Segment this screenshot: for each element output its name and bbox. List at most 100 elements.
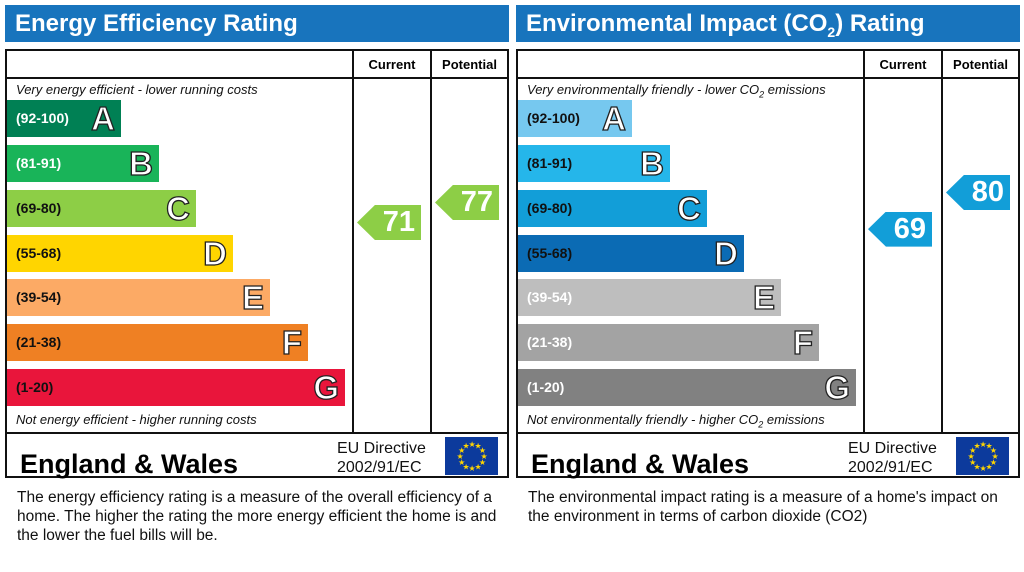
description-text: The energy efficiency rating is a measur… bbox=[17, 489, 497, 544]
band-c: (69-80) C bbox=[7, 189, 196, 228]
column-divider bbox=[352, 51, 354, 434]
svg-text:★: ★ bbox=[980, 440, 987, 449]
svg-text:★: ★ bbox=[986, 442, 993, 451]
band-letter: A bbox=[602, 99, 627, 137]
svg-text:★: ★ bbox=[475, 462, 482, 471]
title-subscript: 2 bbox=[827, 23, 836, 40]
rating-table: Current Potential Very energy efficient - … bbox=[5, 49, 509, 479]
band-range: (39-54) bbox=[16, 289, 62, 305]
bottom-note-subscript: 2 bbox=[758, 419, 764, 430]
band-e: (39-54) E bbox=[518, 278, 781, 317]
band-letter: F bbox=[281, 323, 302, 361]
column-header-current: Current bbox=[368, 57, 416, 72]
directive-line-1: EU Directive bbox=[337, 440, 426, 457]
potential-rating-arrow: 77 bbox=[435, 185, 499, 220]
row-divider bbox=[7, 432, 507, 434]
current-rating-arrow: 71 bbox=[357, 205, 421, 240]
band-letter: F bbox=[792, 323, 813, 361]
top-note: Very environmentally friendly - lower CO… bbox=[527, 82, 826, 100]
band-letter: D bbox=[203, 234, 228, 272]
band-c: (69-80) C bbox=[518, 189, 707, 228]
directive-line-1: EU Directive bbox=[848, 440, 937, 457]
band-e: (39-54) E bbox=[7, 278, 270, 317]
band-letter: D bbox=[714, 234, 739, 272]
title-tail: ) Rating bbox=[835, 10, 925, 37]
chart-title: Environmental Impact (CO2) Rating bbox=[516, 5, 1020, 42]
band-d: (55-68) D bbox=[7, 234, 233, 273]
band-f: (21-38) F bbox=[7, 323, 308, 362]
svg-text:★: ★ bbox=[469, 440, 476, 449]
environmental-impact-panel: Environmental Impact (CO2) Rating Current… bbox=[516, 0, 1021, 572]
svg-text:★: ★ bbox=[986, 462, 993, 471]
column-divider bbox=[430, 51, 432, 434]
chart-title: Energy Efficiency Rating bbox=[5, 5, 509, 42]
svg-text:★: ★ bbox=[980, 464, 987, 473]
band-range: (81-91) bbox=[16, 155, 62, 171]
top-note: Very energy efficient - lower running co… bbox=[16, 82, 258, 97]
top-note-tail: emissions bbox=[764, 82, 826, 97]
band-range: (1-20) bbox=[16, 379, 54, 395]
column-divider bbox=[863, 51, 865, 434]
top-note-text: Very environmentally friendly - lower CO bbox=[527, 82, 760, 97]
bottom-note-text: Not environmentally friendly - higher CO bbox=[527, 412, 759, 427]
row-divider bbox=[7, 77, 507, 79]
svg-text:★: ★ bbox=[463, 442, 470, 451]
svg-text:★: ★ bbox=[469, 464, 476, 473]
band-a: (92-100) A bbox=[518, 99, 632, 138]
band-d: (55-68) D bbox=[518, 234, 744, 273]
band-range: (92-100) bbox=[16, 110, 69, 126]
title-text: Environmental Impact (CO bbox=[526, 10, 828, 37]
svg-text:★: ★ bbox=[463, 462, 470, 471]
eu-flag-icon: ★ ★ ★ ★ ★ ★ ★ ★ ★ ★ ★ ★ bbox=[956, 437, 1009, 475]
svg-text:★: ★ bbox=[479, 446, 486, 455]
eu-directive: EU Directive 2002/91/EC bbox=[848, 439, 937, 477]
svg-text:★: ★ bbox=[458, 446, 465, 455]
svg-text:★: ★ bbox=[968, 452, 975, 461]
band-letter: C bbox=[677, 189, 702, 227]
bottom-note: Not energy efficient - higher running co… bbox=[16, 412, 257, 427]
svg-text:★: ★ bbox=[458, 458, 465, 467]
band-range: (55-68) bbox=[527, 245, 573, 261]
top-note-text: Very energy efficient - lower running co… bbox=[16, 82, 258, 97]
top-note-subscript: 2 bbox=[759, 89, 765, 100]
band-range: (39-54) bbox=[527, 289, 573, 305]
svg-text:★: ★ bbox=[969, 446, 976, 455]
svg-text:★: ★ bbox=[481, 452, 488, 461]
column-header-potential: Potential bbox=[442, 57, 497, 72]
svg-text:★: ★ bbox=[969, 458, 976, 467]
eu-directive: EU Directive 2002/91/EC bbox=[337, 439, 426, 477]
band-b: (81-91) B bbox=[518, 144, 670, 183]
band-letter: G bbox=[824, 368, 851, 406]
potential-rating-arrow: 80 bbox=[946, 175, 1010, 210]
svg-text:★: ★ bbox=[974, 462, 981, 471]
band-a: (92-100) A bbox=[7, 99, 121, 138]
band-range: (1-20) bbox=[527, 379, 565, 395]
column-header-current: Current bbox=[879, 57, 927, 72]
band-g: (1-20) G bbox=[518, 368, 856, 407]
band-range: (21-38) bbox=[527, 334, 573, 350]
rating-table: Current Potential Very environmentally fri… bbox=[516, 49, 1020, 479]
band-letter: G bbox=[313, 368, 340, 406]
svg-text:★: ★ bbox=[479, 458, 486, 467]
band-b: (81-91) B bbox=[7, 144, 159, 183]
band-range: (69-80) bbox=[527, 200, 573, 216]
directive-line-2: 2002/91/EC bbox=[337, 459, 422, 476]
svg-text:★: ★ bbox=[475, 442, 482, 451]
svg-text:★: ★ bbox=[990, 446, 997, 455]
band-letter: C bbox=[166, 189, 191, 227]
band-letter: B bbox=[129, 144, 154, 182]
band-letter: E bbox=[241, 278, 264, 316]
svg-text:★: ★ bbox=[990, 458, 997, 467]
band-range: (21-38) bbox=[16, 334, 62, 350]
band-range: (55-68) bbox=[16, 245, 62, 261]
svg-text:★: ★ bbox=[992, 452, 999, 461]
bottom-note-tail: emissions bbox=[763, 412, 825, 427]
bottom-note: Not environmentally friendly - higher CO… bbox=[527, 412, 825, 430]
description-text: The environmental impact rating is a mea… bbox=[528, 489, 998, 525]
band-range: (81-91) bbox=[527, 155, 573, 171]
band-range: (69-80) bbox=[16, 200, 62, 216]
eu-flag-icon: ★ ★ ★ ★ ★ ★ ★ ★ ★ ★ ★ ★ bbox=[445, 437, 498, 475]
region-label: England & Wales bbox=[531, 449, 750, 479]
band-letter: B bbox=[640, 144, 665, 182]
region-label: England & Wales bbox=[20, 449, 239, 479]
